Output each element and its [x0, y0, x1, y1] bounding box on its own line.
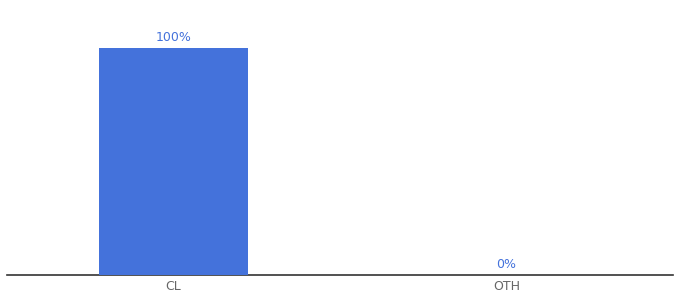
Bar	[99, 48, 248, 274]
Text: 0%: 0%	[496, 258, 517, 271]
Text: 100%: 100%	[156, 32, 191, 44]
